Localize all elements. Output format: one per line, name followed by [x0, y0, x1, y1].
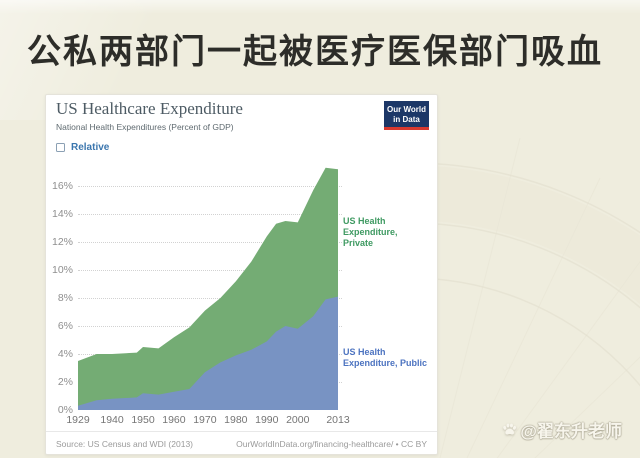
x-tick-label: 1960	[162, 414, 186, 426]
series-label-private-line: Expenditure,	[343, 227, 398, 237]
x-tick-label: 2013	[326, 414, 350, 426]
chart-title: US Healthcare Expenditure	[56, 99, 243, 118]
x-tick-label: 1929	[66, 414, 90, 426]
y-tick-label: 12%	[51, 236, 73, 248]
area-series	[78, 296, 338, 410]
series-label-public: US Health Expenditure, Public	[343, 347, 435, 369]
y-tick-label: 6%	[57, 320, 73, 332]
gridline	[78, 186, 342, 187]
relative-checkbox[interactable]	[56, 142, 65, 152]
x-tick-label: 1950	[131, 414, 155, 426]
y-tick-label: 8%	[57, 292, 73, 304]
y-tick-label: 0%	[57, 404, 73, 416]
watermark: @翟东升老师	[502, 417, 622, 442]
paw-icon	[503, 423, 517, 435]
gridline	[78, 214, 342, 215]
paper-fold-highlight	[0, 0, 640, 14]
chart-subtitle: National Health Expenditures (Percent of…	[56, 122, 234, 132]
y-tick-label: 10%	[51, 264, 73, 276]
chart-card: US Healthcare Expenditure National Healt…	[45, 94, 438, 455]
x-tick-label: 1980	[224, 414, 248, 426]
chart-attribution-link[interactable]: OurWorldInData.org/financing-healthcare/…	[236, 439, 427, 449]
series-label-private: US Health Expenditure, Private	[343, 216, 435, 249]
gridline	[78, 242, 342, 243]
relative-label[interactable]: Relative	[71, 141, 110, 153]
chart-source: Source: US Census and WDI (2013)	[56, 439, 194, 449]
series-label-private-line: US Health	[343, 216, 386, 226]
series-label-public-line: Expenditure, Public	[343, 358, 428, 368]
owid-logo-line1: Our World	[387, 105, 426, 114]
owid-logo: Our World in Data	[384, 101, 429, 130]
x-tick-label: 2000	[286, 414, 310, 426]
plot-svg	[78, 167, 338, 410]
watermark-text: @翟东升老师	[520, 422, 622, 441]
gridline	[78, 298, 342, 299]
y-tick-label: 4%	[57, 348, 73, 360]
y-tick-label: 14%	[51, 208, 73, 220]
x-tick-label: 1940	[100, 414, 124, 426]
x-tick-label: 1990	[255, 414, 279, 426]
owid-logo-line2: in Data	[393, 114, 420, 124]
series-label-private-line: Private	[343, 238, 374, 248]
chart-footer: Source: US Census and WDI (2013) OurWorl…	[46, 431, 437, 449]
x-tick-label: 1970	[193, 414, 217, 426]
y-tick-label: 16%	[51, 180, 73, 192]
relative-toggle[interactable]: Relative	[56, 141, 109, 153]
series-label-public-line: US Health	[343, 347, 386, 357]
slide-title: 公私两部门一起被医疗医保部门吸血	[27, 33, 603, 71]
y-tick-label: 2%	[57, 376, 73, 388]
gridline	[78, 270, 342, 271]
